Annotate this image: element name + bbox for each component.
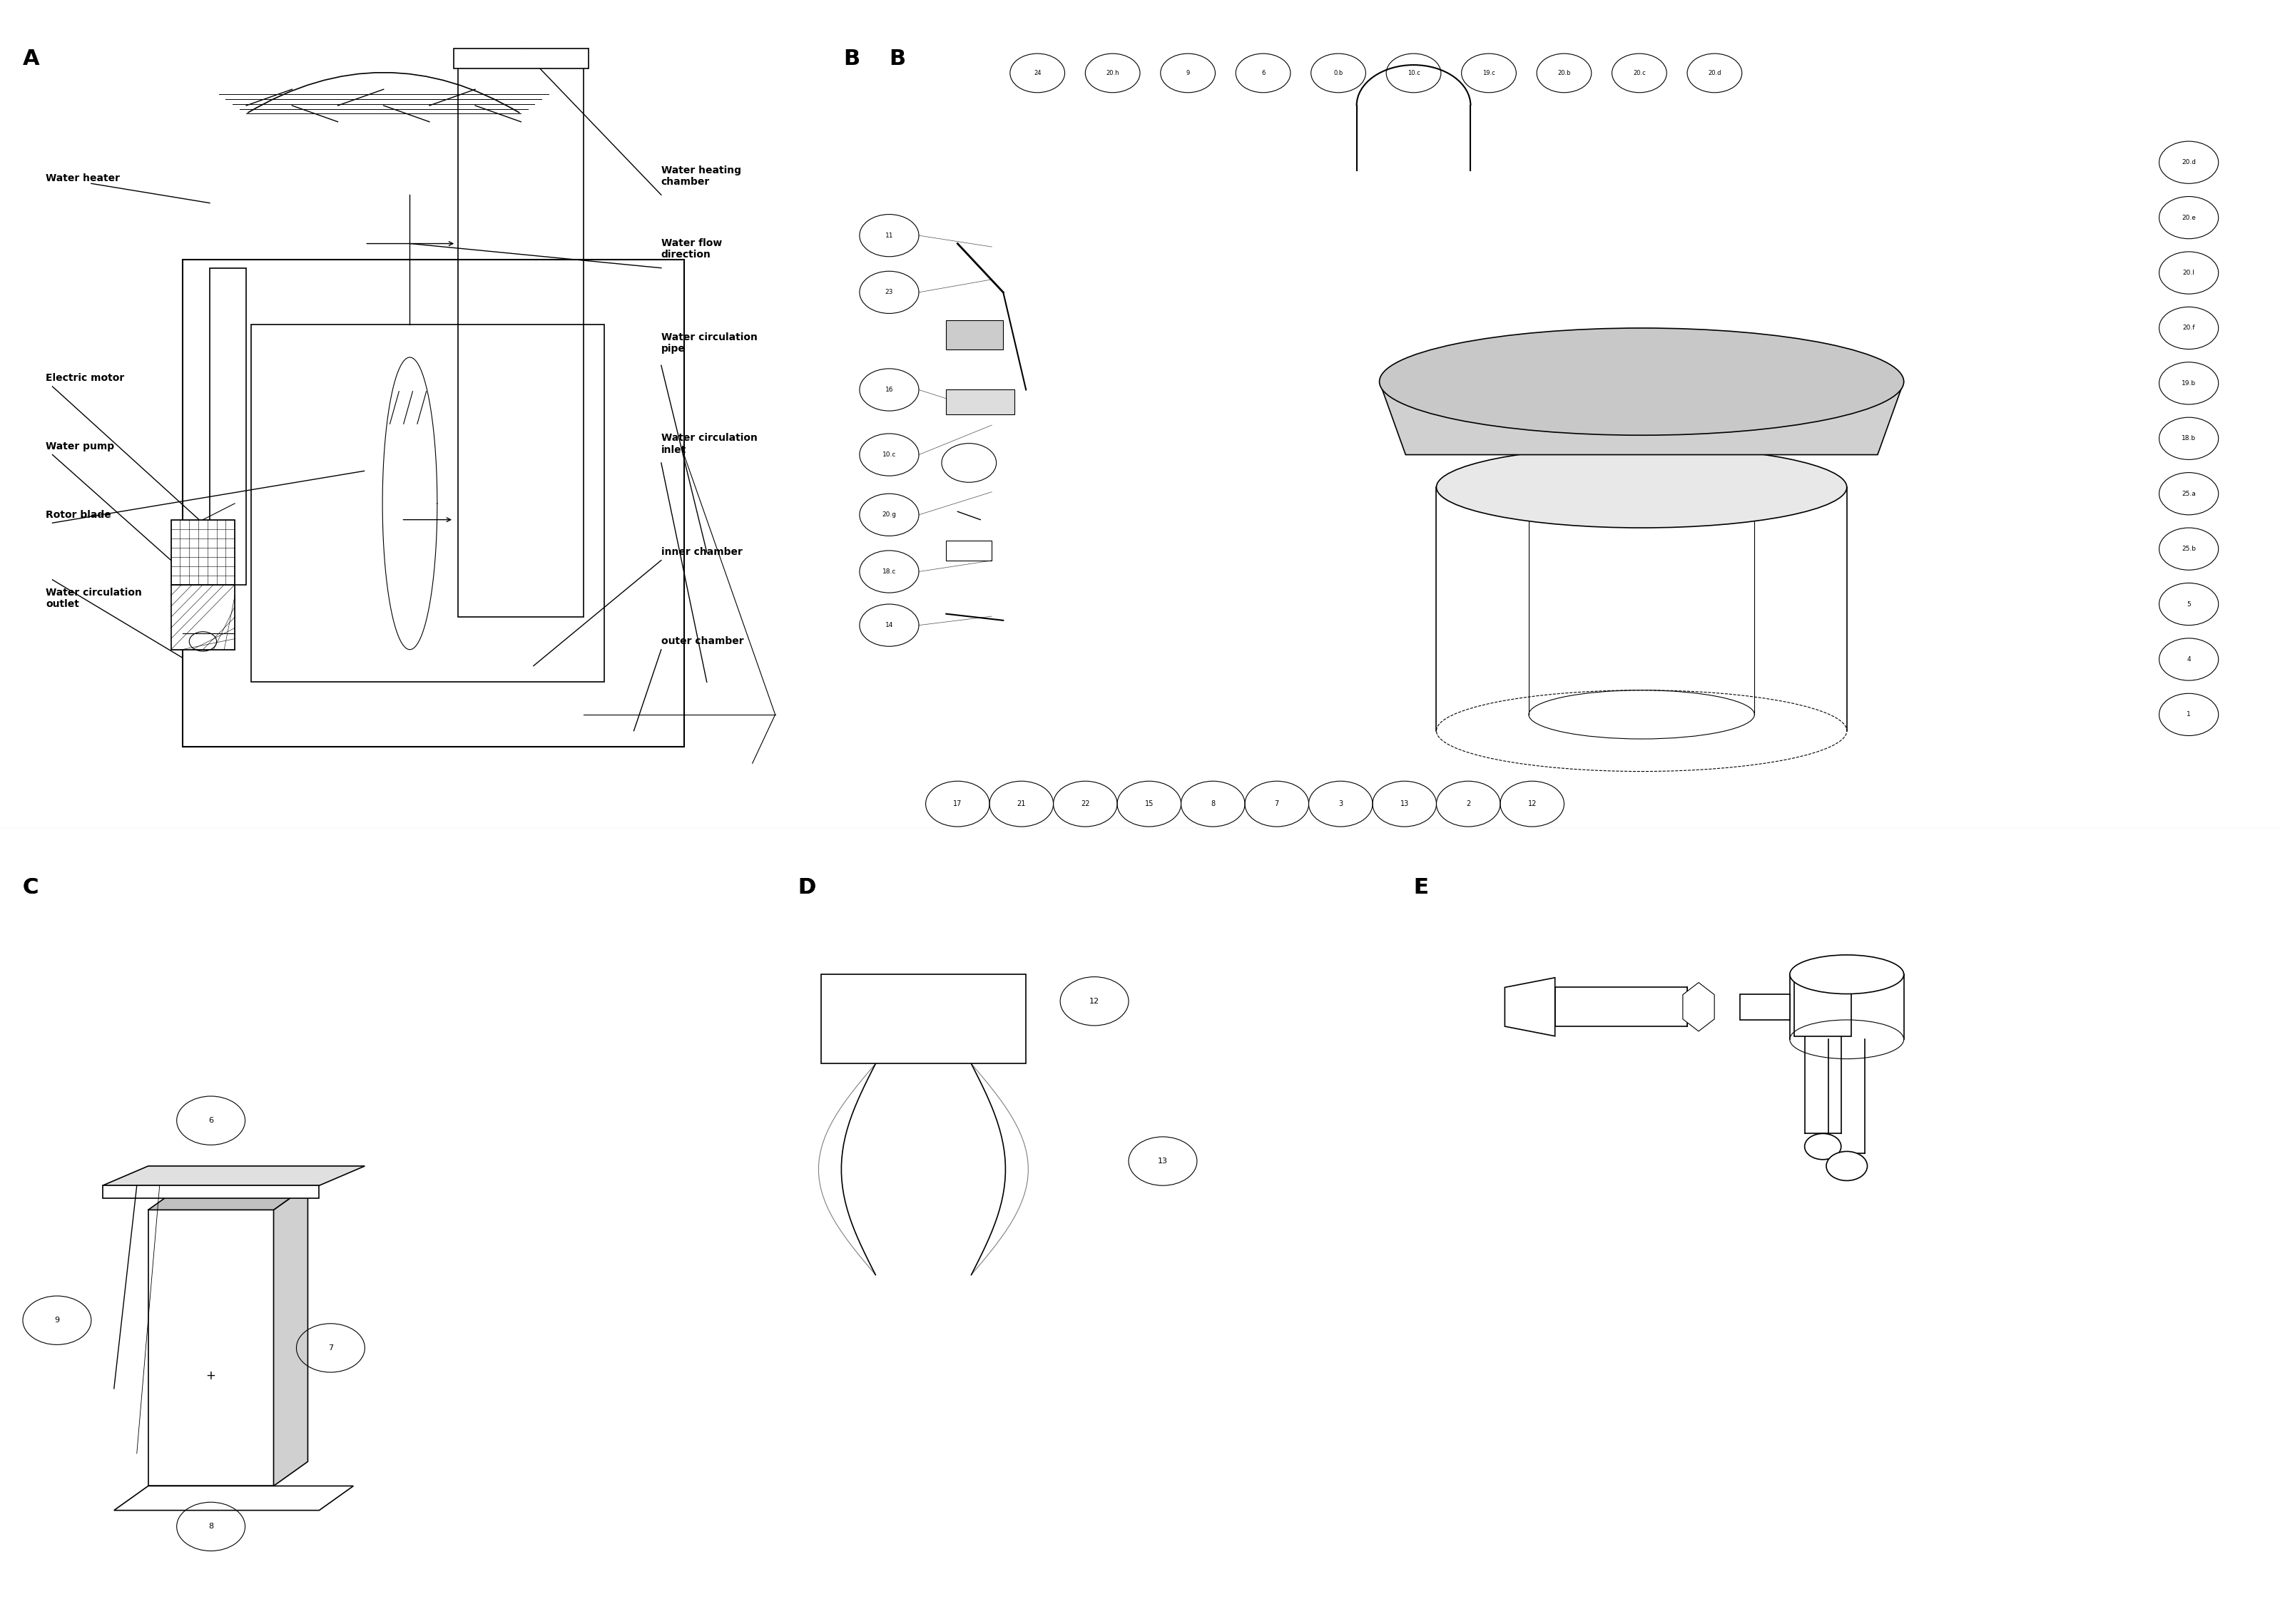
Text: 13: 13: [1400, 801, 1409, 807]
Text: 2: 2: [1466, 801, 1471, 807]
Text: 8: 8: [1211, 801, 1215, 807]
Bar: [171, 585, 235, 650]
Text: 6: 6: [1261, 70, 1265, 76]
Text: 16: 16: [885, 387, 894, 393]
Text: Water heater: Water heater: [46, 174, 121, 184]
Text: 18.c: 18.c: [882, 568, 896, 575]
Text: Water pump: Water pump: [46, 442, 114, 451]
Circle shape: [1826, 1151, 1867, 1181]
Text: 20.f: 20.f: [2182, 325, 2196, 331]
Polygon shape: [103, 1166, 365, 1186]
Text: 23: 23: [885, 289, 894, 296]
Ellipse shape: [1436, 447, 1847, 528]
Text: 20.e: 20.e: [2182, 214, 2196, 221]
Text: 24: 24: [1033, 70, 1042, 76]
Bar: [182, 260, 684, 747]
Bar: [1740, 994, 1790, 1020]
Text: Water circulation
pipe: Water circulation pipe: [661, 333, 757, 354]
Text: C: C: [23, 877, 39, 898]
Bar: [454, 49, 588, 68]
Text: 11: 11: [885, 232, 894, 239]
Text: inner chamber: inner chamber: [661, 547, 743, 557]
Text: 8: 8: [207, 1523, 214, 1530]
Polygon shape: [148, 1210, 274, 1486]
Text: 17: 17: [953, 801, 962, 807]
Text: Electric motor: Electric motor: [46, 374, 123, 383]
Bar: [1555, 987, 1687, 1026]
Text: 19.c: 19.c: [1482, 70, 1496, 76]
Text: 7: 7: [328, 1345, 333, 1351]
Bar: [946, 390, 1015, 414]
Text: C: C: [23, 877, 39, 898]
Text: 20.g: 20.g: [882, 512, 896, 518]
Text: 20.d: 20.d: [1708, 70, 1721, 76]
Text: E: E: [1414, 877, 1427, 898]
Text: 14: 14: [885, 622, 894, 628]
Text: 25.a: 25.a: [2182, 490, 2196, 497]
Text: 20.c: 20.c: [1632, 70, 1646, 76]
Text: 5: 5: [2187, 601, 2191, 607]
Text: 20.h: 20.h: [1106, 70, 1119, 76]
Text: A: A: [23, 49, 39, 70]
Text: 15: 15: [1145, 801, 1154, 807]
Text: 18.b: 18.b: [2182, 435, 2196, 442]
Text: 9: 9: [55, 1317, 59, 1324]
Text: D: D: [798, 877, 816, 898]
Text: 7: 7: [1275, 801, 1279, 807]
Bar: [171, 520, 235, 585]
Polygon shape: [1683, 983, 1715, 1031]
Text: 21: 21: [1017, 801, 1026, 807]
Text: 9: 9: [1186, 70, 1190, 76]
Text: 1: 1: [2187, 711, 2191, 718]
Bar: [946, 541, 992, 560]
Text: 12: 12: [1528, 801, 1537, 807]
Text: 10.c: 10.c: [882, 451, 896, 458]
Polygon shape: [1505, 978, 1555, 1036]
Text: outer chamber: outer chamber: [661, 637, 743, 646]
Polygon shape: [114, 1486, 353, 1510]
Text: 0.b: 0.b: [1334, 70, 1343, 76]
Polygon shape: [274, 1186, 308, 1486]
Text: E: E: [1414, 877, 1427, 898]
Text: 20.b: 20.b: [1557, 70, 1571, 76]
Ellipse shape: [1379, 328, 1904, 435]
Polygon shape: [148, 1186, 308, 1210]
Bar: [821, 974, 1026, 1064]
Text: Water circulation
outlet: Water circulation outlet: [46, 588, 141, 609]
Text: 6: 6: [207, 1117, 214, 1124]
Text: B: B: [844, 49, 860, 70]
Polygon shape: [1379, 382, 1904, 455]
Text: 10.c: 10.c: [1407, 70, 1420, 76]
Bar: [251, 325, 604, 682]
Text: 3: 3: [1338, 801, 1343, 807]
Ellipse shape: [1790, 955, 1904, 994]
Text: B: B: [889, 49, 905, 70]
Text: +: +: [205, 1369, 217, 1382]
Text: 20.d: 20.d: [2182, 159, 2196, 166]
Text: 12: 12: [1090, 997, 1099, 1005]
Text: 20.l: 20.l: [2182, 270, 2196, 276]
Bar: [458, 65, 584, 617]
Bar: [1794, 979, 1851, 1036]
Text: 25.b: 25.b: [2182, 546, 2196, 552]
Text: D: D: [798, 877, 816, 898]
Text: 4: 4: [2187, 656, 2191, 663]
Text: Rotor blade: Rotor blade: [46, 510, 112, 520]
Circle shape: [1803, 1134, 1842, 1160]
Text: 19.b: 19.b: [2182, 380, 2196, 387]
Bar: [946, 320, 1003, 349]
Text: Water circulation
inlet: Water circulation inlet: [661, 434, 757, 455]
Polygon shape: [103, 1186, 319, 1199]
Bar: [210, 268, 246, 585]
Text: Water flow
direction: Water flow direction: [661, 239, 723, 260]
Text: 13: 13: [1158, 1158, 1167, 1164]
Text: 22: 22: [1081, 801, 1090, 807]
Text: Water heating
chamber: Water heating chamber: [661, 166, 741, 187]
